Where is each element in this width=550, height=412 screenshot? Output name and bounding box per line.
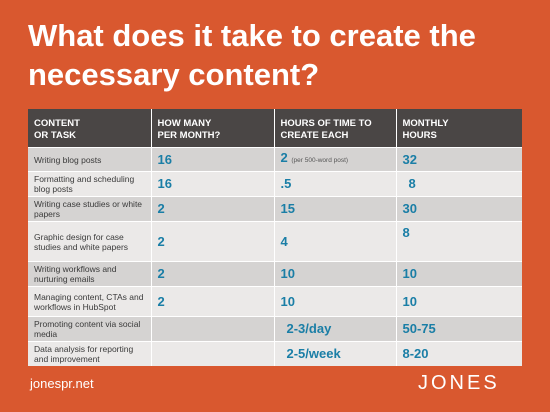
jones-logo: JONES	[418, 372, 500, 394]
monthly-hours-cell: 50-75	[396, 316, 522, 342]
monthly-hours-cell: 30	[396, 196, 522, 222]
monthly-hours-cell: 10	[396, 286, 522, 317]
header-task: CONTENT OR TASK	[28, 109, 152, 148]
slide-title: What does it take to create the necessar…	[28, 18, 476, 92]
table-row: Promoting content via social media 2-3/d…	[28, 316, 522, 342]
task-cell: Managing content, CTAs and workflows in …	[28, 286, 152, 317]
hours-each-cell: 10	[274, 286, 397, 317]
monthly-hours-cell: 32	[396, 147, 522, 172]
table-row: Formatting and scheduling blog posts 16 …	[28, 171, 522, 197]
table-row: Managing content, CTAs and workflows in …	[28, 286, 522, 317]
hours-each-cell: .5	[274, 171, 397, 197]
hours-each-cell: 2-3/day	[274, 316, 397, 342]
table-row: Data analysis for reporting and improvem…	[28, 341, 522, 366]
per-month-cell: 2	[151, 221, 275, 262]
per-month-cell: 2	[151, 196, 275, 222]
task-cell: Writing case studies or white papers	[28, 196, 152, 222]
table-row: Writing workflows and nurturing emails 2…	[28, 261, 522, 287]
task-cell: Writing workflows and nurturing emails	[28, 261, 152, 287]
per-month-cell: 2	[151, 286, 275, 317]
content-table-container: CONTENT OR TASK HOW MANY PER MONTH? HOURS …	[28, 109, 522, 366]
header-hours-each: HOURS OF TIME TO CREATE EACH	[274, 109, 397, 148]
hours-each-cell: 15	[274, 196, 397, 222]
monthly-hours-cell: 8	[396, 171, 522, 197]
task-cell: Data analysis for reporting and improvem…	[28, 341, 152, 366]
per-month-cell: 2	[151, 261, 275, 287]
task-cell: Formatting and scheduling blog posts	[28, 171, 152, 197]
per-month-cell: 16	[151, 171, 275, 197]
monthly-hours-cell: 8-20	[396, 341, 522, 366]
hours-each-cell: 10	[274, 261, 397, 287]
hours-each-cell: 4	[274, 221, 397, 262]
per-month-cell	[151, 341, 275, 366]
hours-each-cell: 2 (per 500-word post)	[274, 147, 397, 172]
monthly-hours-cell: 10	[396, 261, 522, 287]
header-monthly-hours: MONTHLY HOURS	[396, 109, 522, 148]
per-month-cell	[151, 316, 275, 342]
header-per-month: HOW MANY PER MONTH?	[151, 109, 275, 148]
table-row: Writing blog posts 16 2 (per 500-word po…	[28, 147, 522, 172]
task-cell: Promoting content via social media	[28, 316, 152, 342]
content-table: CONTENT OR TASK HOW MANY PER MONTH? HOURS …	[28, 109, 522, 366]
footer-url[interactable]: jonespr.net	[30, 376, 94, 391]
table-row: Writing case studies or white papers 2 1…	[28, 196, 522, 222]
per-month-cell: 16	[151, 147, 275, 172]
hours-note: (per 500-word post)	[291, 157, 349, 164]
hours-each-cell: 2-5/week	[274, 341, 397, 366]
task-cell: Writing blog posts	[28, 147, 152, 172]
monthly-hours-cell: 8	[396, 221, 522, 262]
table-header-row: CONTENT OR TASK HOW MANY PER MONTH? HOURS …	[28, 109, 522, 148]
table-row: Graphic design for case studies and whit…	[28, 221, 522, 262]
task-cell: Graphic design for case studies and whit…	[28, 221, 152, 262]
